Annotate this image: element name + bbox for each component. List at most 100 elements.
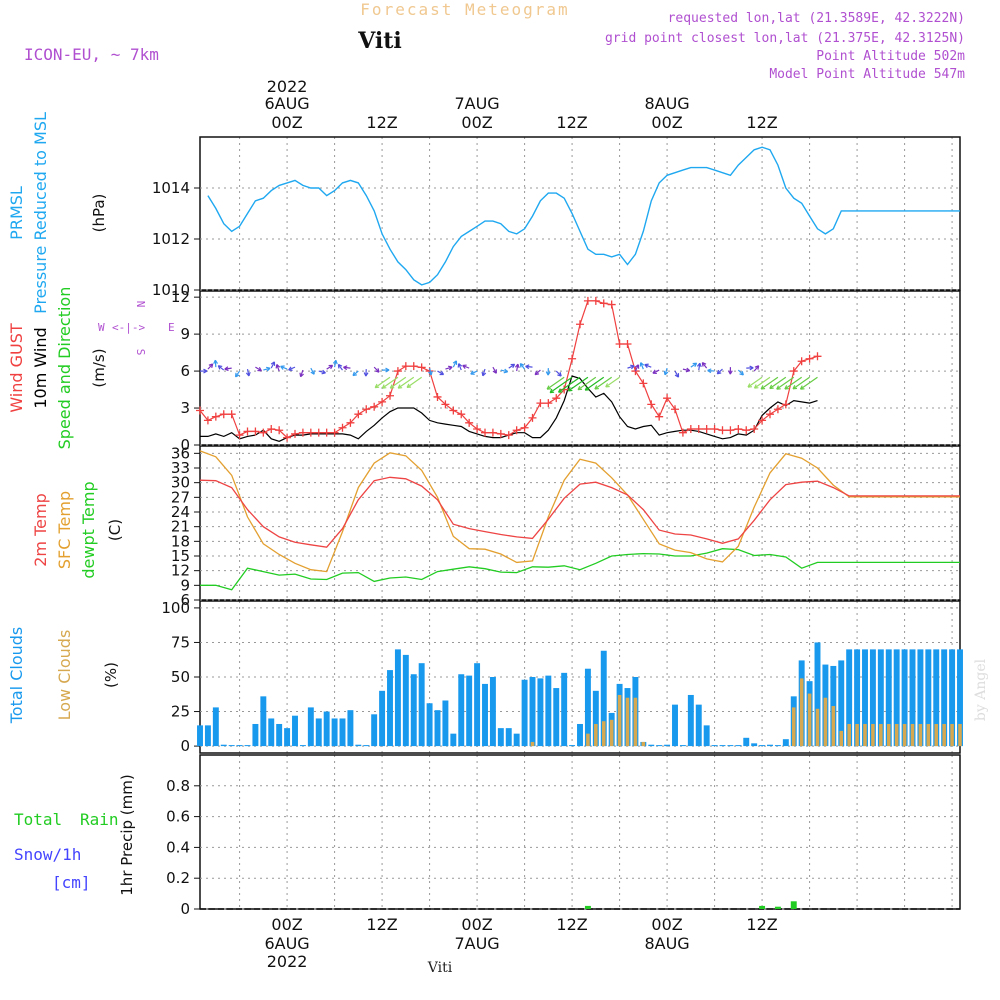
compass-south: S	[134, 349, 147, 356]
wind-arrow-head	[776, 385, 781, 390]
wind-direction-arrow	[213, 359, 219, 368]
gust-marker	[283, 433, 292, 442]
pressure-label-long: Pressure Reduced to MSL	[31, 112, 50, 314]
wind-direction-arrow	[753, 365, 760, 372]
gust-marker	[726, 426, 735, 435]
low-cloud-bar	[894, 723, 899, 747]
total-cloud-bar	[751, 743, 758, 747]
total-cloud-bar	[418, 663, 425, 747]
total-cloud-bar	[426, 703, 433, 747]
wind-arrow-head	[525, 364, 530, 370]
clouds-label-total: Total Clouds	[7, 627, 26, 725]
wind-direction-arrow	[508, 363, 516, 369]
total-cloud-bar	[402, 654, 409, 747]
precip-label-total: Total	[14, 810, 62, 829]
wind-direction-arrow	[373, 366, 380, 373]
gust-marker	[512, 426, 521, 435]
gust-marker	[639, 379, 648, 388]
gust-marker	[710, 424, 719, 433]
wind-arrow-head	[266, 366, 271, 372]
wind-arrow-shaft	[776, 376, 795, 390]
wind-direction-arrow	[682, 367, 691, 373]
gust-marker	[805, 354, 814, 363]
wind-arrow-head	[727, 370, 733, 375]
wind-arrow-shaft	[546, 376, 565, 390]
wind-direction-arrow	[310, 367, 315, 375]
total-cloud-bar	[355, 744, 362, 747]
precip-label-cm: [cm]	[52, 873, 91, 892]
panel-pressure	[199, 136, 961, 291]
wind-arrow-head	[492, 369, 497, 374]
gust-marker	[267, 424, 276, 433]
wind-direction-arrow	[545, 368, 551, 376]
wind-direction-arrow	[534, 369, 541, 376]
wind-arrow-shaft	[568, 376, 589, 392]
model-altitude: Model Point Altitude 547m	[769, 67, 965, 82]
top-time-label: 8AUG	[644, 94, 689, 113]
compass-west: W	[98, 321, 105, 334]
total-cloud-bar	[331, 718, 338, 747]
gust-marker	[346, 418, 355, 427]
bottom-time-label: 12Z	[366, 915, 397, 934]
total-cloud-bar	[450, 733, 457, 747]
total-cloud-bar	[854, 649, 861, 747]
gust-marker	[322, 428, 331, 437]
credit-watermark: by Angel	[973, 658, 989, 721]
low-cloud-bar	[855, 723, 859, 747]
panel-frame	[199, 445, 961, 601]
total-cloud-bar	[339, 718, 346, 747]
wind-direction-arrow	[452, 360, 458, 368]
gust-marker	[243, 427, 252, 436]
gust-marker	[576, 320, 584, 329]
gust-marker	[742, 426, 751, 435]
total-cloud-bar	[774, 745, 781, 747]
gust-marker	[663, 394, 672, 403]
wind-arrow-shaft	[558, 376, 581, 393]
wind-direction-arrow	[716, 368, 723, 375]
total-cloud-bar	[941, 649, 948, 747]
total-cloud-bar	[363, 745, 370, 747]
y-tick-label: 12	[171, 562, 190, 580]
total-cloud-bar	[577, 723, 583, 747]
wind-direction-arrow	[255, 366, 262, 372]
wind-direction-arrow	[337, 363, 343, 371]
total-cloud-bar	[759, 745, 766, 747]
gust-marker	[330, 428, 339, 437]
wind-direction-arrow	[519, 362, 526, 370]
bottom-time-label: 00Z	[271, 915, 302, 934]
total-cloud-bar	[648, 744, 655, 747]
wind-arrow-head	[545, 371, 551, 376]
y-tick-label: 24	[171, 503, 190, 521]
total-cloud-bar	[584, 668, 591, 747]
total-cloud-bar	[474, 663, 481, 747]
bottom-time-label: 8AUG	[644, 934, 689, 953]
y-tick-label: 15	[171, 547, 190, 565]
wind-arrow-shaft	[800, 376, 818, 390]
total-cloud-bar	[917, 649, 924, 747]
total-cloud-bar	[212, 707, 219, 747]
total-cloud-bar	[933, 649, 940, 747]
wind-arrow-head	[245, 371, 251, 377]
wind-arrow-shaft	[754, 376, 771, 389]
wind-direction-arrow	[701, 362, 708, 369]
gust-marker	[354, 410, 363, 419]
wind-arrow-shaft	[397, 376, 415, 389]
total-cloud-bar	[466, 675, 473, 747]
wind-arrow-head	[213, 359, 219, 365]
total-cloud-bar	[949, 649, 956, 747]
gust-marker	[362, 405, 371, 414]
low-cloud-bar	[847, 723, 851, 747]
wind-direction-arrow	[727, 367, 733, 375]
y-tick-label: 30	[171, 474, 190, 492]
total-cloud-bar	[458, 674, 465, 747]
wind-arrow-head	[321, 369, 326, 375]
top-time-label: 00Z	[461, 113, 492, 132]
wind-arrow-shaft	[389, 376, 407, 389]
wind-arrow-head	[352, 371, 358, 377]
wind-direction-arrow	[363, 369, 369, 377]
wind-label-dir: Speed and Direction	[55, 287, 74, 450]
wind-direction-arrow	[696, 362, 702, 371]
gust-marker	[599, 299, 608, 308]
top-time-label: 7AUG	[454, 94, 499, 113]
